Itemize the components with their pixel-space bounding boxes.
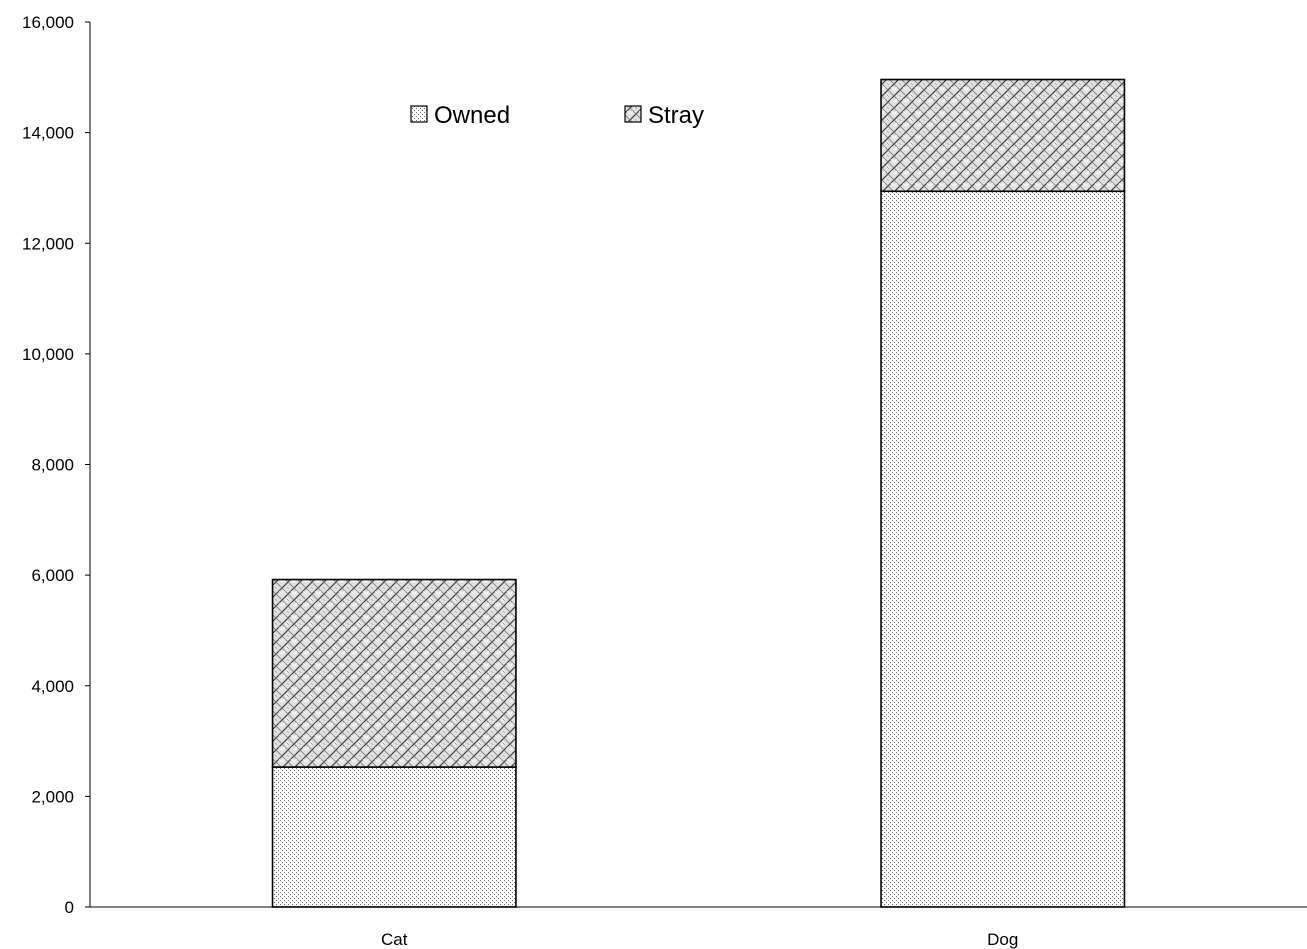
x-category-label: Dog xyxy=(987,930,1018,949)
y-tick-label: 6,000 xyxy=(31,566,74,585)
y-tick-label: 16,000 xyxy=(22,13,74,32)
legend-label-owned: Owned xyxy=(434,102,510,129)
legend-item-owned: Owned xyxy=(410,102,510,129)
x-category-label: Cat xyxy=(381,930,408,949)
bar-dog-stray xyxy=(880,78,1126,193)
y-tick-label: 8,000 xyxy=(31,456,74,475)
y-tick-label: 4,000 xyxy=(31,677,74,696)
y-tick-label: 10,000 xyxy=(22,345,74,364)
y-tick-label: 2,000 xyxy=(31,787,74,806)
y-tick-label: 0 xyxy=(65,898,74,917)
y-tick-label: 14,000 xyxy=(22,124,74,143)
bars xyxy=(271,78,1126,908)
legend-item-stray: Stray xyxy=(624,102,704,129)
y-tick-label: 12,000 xyxy=(22,234,74,253)
bar-cat-owned xyxy=(271,766,517,908)
y-axis: 0 2,000 4,000 6,000 8,000 10,000 12,000 14,000 1… xyxy=(22,13,91,917)
legend-swatch-stray xyxy=(624,105,642,123)
category-labels: Cat Dog xyxy=(381,930,1018,949)
bar-dog-owned xyxy=(880,190,1126,908)
legend-label-stray: Stray xyxy=(648,102,704,129)
bar-cat-stray xyxy=(271,578,517,768)
legend: Owned Stray xyxy=(410,102,704,129)
legend-swatch-owned xyxy=(410,105,428,123)
